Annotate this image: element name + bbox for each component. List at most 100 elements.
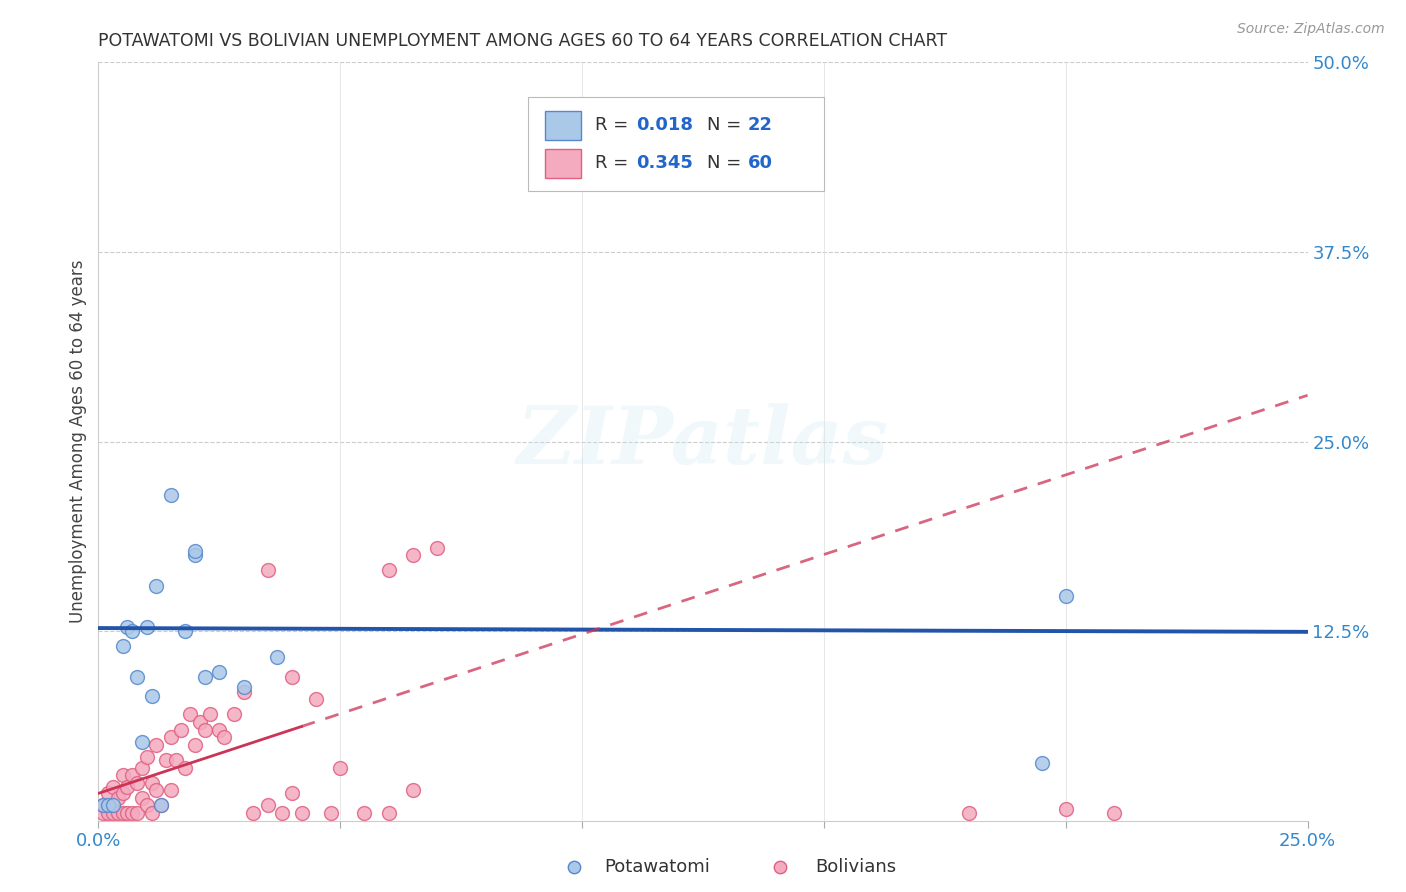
Point	[97, 786, 120, 800]
FancyBboxPatch shape	[527, 96, 824, 191]
Point	[1031, 756, 1053, 770]
Point	[1102, 806, 1125, 821]
Point	[208, 665, 231, 679]
Point	[402, 783, 425, 797]
Point	[266, 649, 288, 664]
Point	[101, 798, 124, 813]
Y-axis label: Unemployment Among Ages 60 to 64 years: Unemployment Among Ages 60 to 64 years	[69, 260, 87, 624]
Point	[117, 806, 139, 821]
Point	[1054, 801, 1077, 815]
Point	[353, 806, 375, 821]
Point	[121, 768, 143, 782]
Point	[281, 669, 304, 683]
Point	[160, 783, 183, 797]
Point	[155, 753, 177, 767]
Point	[290, 806, 312, 821]
Point	[208, 723, 231, 737]
Point	[135, 798, 157, 813]
Text: Source: ZipAtlas.com: Source: ZipAtlas.com	[1237, 22, 1385, 37]
Point	[131, 735, 153, 749]
Point	[319, 806, 342, 821]
Point	[174, 624, 197, 639]
Point	[97, 806, 120, 821]
Point	[562, 860, 585, 874]
Text: POTAWATOMI VS BOLIVIAN UNEMPLOYMENT AMONG AGES 60 TO 64 YEARS CORRELATION CHART: POTAWATOMI VS BOLIVIAN UNEMPLOYMENT AMON…	[98, 32, 948, 50]
Point	[160, 730, 183, 744]
Point	[232, 685, 254, 699]
Point	[256, 798, 278, 813]
Point	[194, 723, 217, 737]
Point	[329, 760, 352, 774]
Point	[97, 798, 120, 813]
Point	[145, 783, 167, 797]
Point	[150, 798, 173, 813]
Point	[169, 723, 191, 737]
Point	[91, 798, 114, 813]
Point	[127, 776, 149, 790]
Point	[111, 786, 134, 800]
Point	[121, 806, 143, 821]
Point	[1054, 589, 1077, 603]
Point	[179, 707, 201, 722]
Point	[242, 806, 264, 821]
Text: Potawatomi: Potawatomi	[605, 858, 710, 876]
Point	[222, 707, 245, 722]
Point	[111, 768, 134, 782]
Point	[121, 624, 143, 639]
Point	[769, 860, 792, 874]
Point	[135, 619, 157, 633]
Point	[141, 776, 163, 790]
Point	[101, 780, 124, 795]
Point	[141, 690, 163, 704]
Point	[150, 798, 173, 813]
Point	[107, 791, 129, 805]
Point	[402, 548, 425, 563]
Point	[305, 692, 328, 706]
Text: N =: N =	[707, 116, 747, 135]
Point	[271, 806, 294, 821]
Point	[232, 680, 254, 694]
Point	[111, 639, 134, 653]
Text: 0.018: 0.018	[637, 116, 693, 135]
Point	[194, 669, 217, 683]
Point	[145, 738, 167, 752]
Point	[91, 806, 114, 821]
Text: 60: 60	[748, 154, 773, 172]
Point	[377, 564, 399, 578]
Point	[957, 806, 980, 821]
FancyBboxPatch shape	[544, 149, 581, 178]
Point	[212, 730, 235, 744]
Point	[117, 619, 139, 633]
Point	[135, 750, 157, 764]
Point	[184, 738, 207, 752]
Point	[107, 806, 129, 821]
Point	[131, 760, 153, 774]
Point	[111, 806, 134, 821]
Point	[101, 806, 124, 821]
Point	[145, 579, 167, 593]
Text: N =: N =	[707, 154, 747, 172]
FancyBboxPatch shape	[544, 111, 581, 140]
Point	[377, 806, 399, 821]
Point	[127, 806, 149, 821]
Point	[117, 780, 139, 795]
Text: 0.345: 0.345	[637, 154, 693, 172]
Point	[127, 669, 149, 683]
Text: ZIPatlas: ZIPatlas	[517, 403, 889, 480]
Point	[188, 715, 211, 730]
Point	[281, 786, 304, 800]
Point	[141, 806, 163, 821]
Text: Bolivians: Bolivians	[815, 858, 897, 876]
Point	[184, 548, 207, 563]
Point	[198, 707, 221, 722]
Point	[256, 564, 278, 578]
Point	[165, 753, 187, 767]
Point	[131, 791, 153, 805]
Point	[184, 543, 207, 558]
Text: R =: R =	[595, 154, 634, 172]
Text: R =: R =	[595, 116, 634, 135]
Text: 22: 22	[748, 116, 773, 135]
Point	[160, 487, 183, 501]
Point	[174, 760, 197, 774]
Point	[426, 541, 449, 555]
